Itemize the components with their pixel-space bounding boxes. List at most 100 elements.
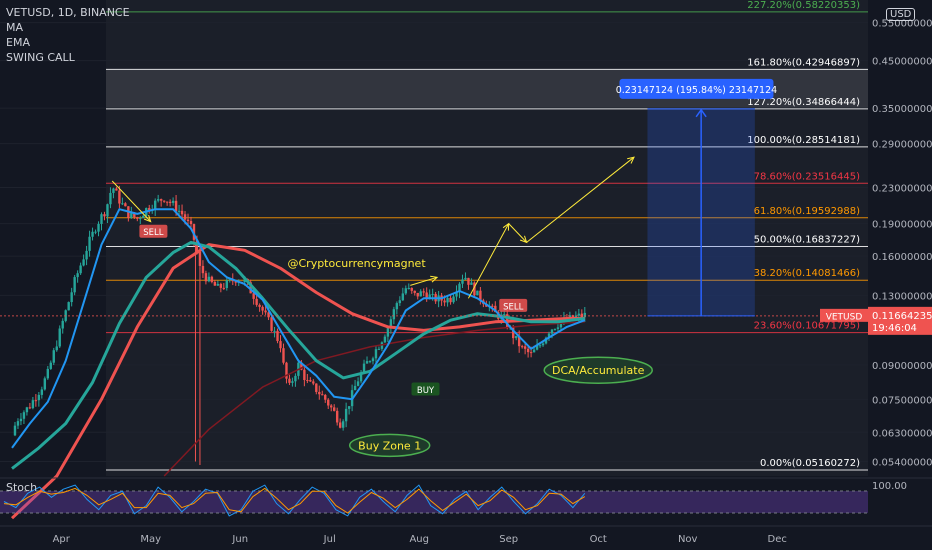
- stoch-pane[interactable]: 100.00: [0, 477, 932, 517]
- candle-body: [76, 273, 79, 278]
- buy-zone-text: Buy Zone 1: [358, 439, 421, 452]
- candle-body: [512, 327, 515, 339]
- candle-body: [535, 345, 539, 350]
- candle-body: [383, 336, 387, 343]
- candle-body: [252, 293, 255, 299]
- candle-body: [529, 352, 533, 354]
- candle-body: [148, 208, 151, 211]
- candle-body: [97, 223, 100, 232]
- candle-body: [180, 210, 184, 215]
- candle-body: [321, 394, 324, 396]
- candle-body: [58, 328, 61, 347]
- sell-tag-box: [139, 224, 168, 238]
- candle-body: [300, 362, 303, 370]
- indicator-swing-call[interactable]: SWING CALL: [6, 51, 75, 64]
- sell-tag-text: SELL: [143, 228, 164, 238]
- candle-body: [115, 188, 118, 191]
- candle-body: [130, 212, 133, 218]
- candle-body: [503, 314, 506, 316]
- candle-body: [133, 212, 136, 218]
- candle-body: [517, 335, 521, 347]
- candle-body: [124, 203, 127, 207]
- measure-label-box: [619, 78, 774, 99]
- buy-tag-box: [411, 382, 440, 396]
- dca-text: DCA/Accumulate: [552, 364, 645, 377]
- candle-body: [324, 394, 327, 400]
- candle-body: [261, 306, 264, 311]
- price-axis[interactable]: 0.55000000 0.45000000 0.35000000 0.29000000…: [820, 0, 932, 550]
- candle-body: [234, 281, 237, 283]
- candle-body: [142, 215, 145, 219]
- candle-body: [571, 315, 575, 319]
- indicator-lines: [0, 208, 868, 520]
- candle-body: [410, 287, 413, 291]
- candle-body: [70, 292, 73, 303]
- candle-body: [583, 312, 586, 318]
- candle-body: [118, 190, 121, 204]
- price-tick-label: 0.06300000: [872, 428, 932, 439]
- price-tag-countdown: 19:46:04: [872, 323, 917, 334]
- candle-body: [16, 421, 20, 426]
- price-tick-label: 0.35000000: [872, 104, 932, 115]
- time-axis[interactable]: Apr May Jun Jul Aug Sep Oct Nov Dec: [0, 525, 932, 545]
- candle-body: [446, 297, 449, 303]
- candle-body: [443, 300, 446, 303]
- candle-body: [46, 368, 49, 379]
- candle-body: [40, 389, 44, 395]
- candle-body: [404, 288, 407, 294]
- candle-body: [55, 346, 58, 351]
- fib-label: 23.60%(0.10671795): [754, 321, 860, 332]
- candle-body: [294, 375, 297, 382]
- buy-tag-text: BUY: [417, 386, 435, 396]
- fib-label: 227.20%(0.58220353): [747, 0, 860, 11]
- currency-label: USD: [886, 8, 916, 21]
- candle-body: [177, 210, 181, 212]
- indicator-ma[interactable]: MA: [6, 21, 24, 34]
- candle-body: [389, 319, 393, 328]
- month-label: Nov: [678, 534, 698, 545]
- candle-body: [189, 221, 193, 225]
- candle-body: [458, 283, 461, 292]
- candle-body: [386, 327, 390, 337]
- candle-body: [61, 320, 64, 329]
- candle-body: [392, 309, 396, 320]
- symbol-tag-text: VETUSD: [826, 312, 863, 322]
- candle-body: [398, 300, 402, 304]
- candle-body: [541, 343, 545, 346]
- candle-body: [264, 310, 267, 313]
- candle-body: [449, 297, 452, 303]
- candle-body: [377, 348, 381, 350]
- price-tick-label: 0.23000000: [872, 183, 932, 194]
- indicator-ema[interactable]: EMA: [6, 36, 30, 49]
- candle-body: [577, 313, 581, 316]
- price-tick-label: 0.13000000: [872, 291, 932, 302]
- candle-body: [103, 214, 106, 217]
- month-label: Jun: [231, 534, 248, 545]
- candle-body: [270, 317, 273, 331]
- candle-body: [312, 381, 315, 384]
- projection-arrow-head: [627, 156, 635, 164]
- stoch-upper-label: 100.00: [872, 481, 907, 492]
- candle-body: [79, 265, 82, 274]
- candle-body: [37, 394, 41, 401]
- price-tick-label: 0.09000000: [872, 361, 932, 372]
- symbol-title[interactable]: VETUSD, 1D, BINANCE: [6, 6, 130, 19]
- candle-body: [494, 305, 497, 313]
- price-tick-label: 0.16000000: [872, 252, 932, 263]
- candle-body: [523, 346, 527, 349]
- candle-body: [106, 204, 109, 217]
- candle-body: [282, 348, 285, 363]
- candle-body: [291, 381, 294, 383]
- stoch-title[interactable]: Stoch: [6, 481, 38, 494]
- month-label: Jul: [323, 534, 336, 545]
- candle-body: [136, 217, 139, 219]
- currency-selector[interactable]: USD: [886, 7, 916, 21]
- projection-arrow-head: [430, 275, 439, 283]
- month-label: Dec: [768, 534, 787, 545]
- candle-body: [547, 333, 551, 338]
- price-tag-value: 0.11664235: [872, 311, 932, 322]
- candle-body: [333, 407, 336, 411]
- candle-body: [380, 342, 384, 349]
- price-tick-label: 0.29000000: [872, 140, 932, 151]
